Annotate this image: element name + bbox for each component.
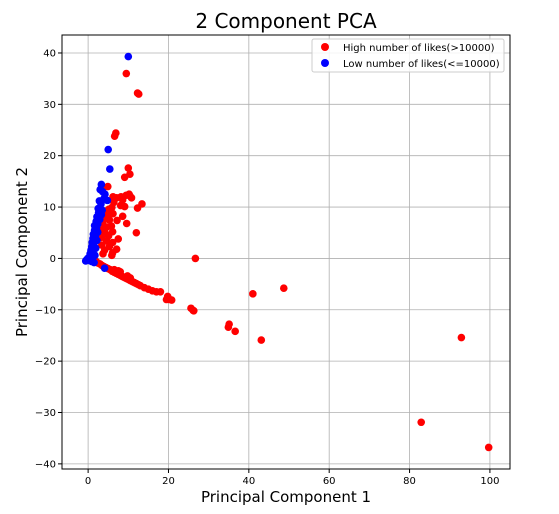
grid-lines	[62, 35, 510, 469]
series-high-likes	[92, 69, 493, 452]
data-point	[106, 165, 114, 173]
data-point	[156, 288, 165, 296]
data-point	[116, 201, 125, 210]
y-axis-ticks: −40 −30 −20 −10 0 10 20 30 40	[35, 48, 62, 470]
data-point	[162, 295, 171, 304]
data-point	[112, 129, 120, 137]
data-point	[191, 254, 200, 263]
data-point	[124, 164, 133, 172]
data-point	[122, 69, 131, 78]
x-tick-label: 60	[323, 476, 336, 487]
data-point	[133, 204, 142, 212]
data-point	[116, 267, 125, 276]
data-point	[109, 192, 117, 201]
x-tick-label: 0	[85, 476, 91, 487]
plot-frame	[61, 34, 511, 470]
scatter-points	[81, 52, 493, 452]
legend: High number of likes(>10000) Low number …	[311, 38, 505, 73]
data-point	[231, 327, 239, 336]
data-point	[104, 145, 113, 154]
y-tick-label: 0	[50, 254, 56, 265]
data-point	[99, 249, 107, 258]
data-point	[134, 90, 143, 98]
data-point	[120, 173, 129, 182]
data-point	[457, 333, 466, 342]
data-point	[124, 52, 133, 61]
data-point	[132, 228, 141, 237]
y-tick-label: 10	[43, 203, 56, 214]
legend-label-low: Low number of likes(<=10000)	[343, 59, 500, 70]
data-point	[126, 274, 135, 282]
data-point	[279, 284, 288, 293]
y-tick-label: −30	[35, 408, 56, 419]
x-tick-label: 80	[403, 476, 416, 487]
data-point	[122, 219, 131, 228]
y-tick-label: 20	[43, 151, 56, 162]
legend-marker-high	[321, 43, 329, 51]
legend-marker-low	[321, 59, 329, 67]
data-point	[114, 235, 123, 243]
chart-title: 2 Component PCA	[195, 9, 377, 33]
data-point	[113, 216, 121, 225]
data-point	[81, 257, 90, 265]
y-tick-label: 30	[43, 100, 56, 111]
x-tick-label: 20	[162, 476, 175, 487]
data-point	[257, 336, 266, 344]
data-point	[118, 212, 127, 221]
series-low-likes	[81, 52, 133, 272]
x-axis-label: Principal Component 1	[201, 488, 371, 506]
data-point	[107, 222, 116, 230]
x-tick-label: 40	[242, 476, 255, 487]
x-axis-ticks: 0 20 40 60 80 100	[85, 469, 499, 487]
y-tick-label: −20	[35, 357, 56, 368]
y-tick-label: −40	[35, 459, 56, 470]
data-point	[484, 443, 493, 452]
data-point	[109, 209, 117, 218]
data-point	[90, 258, 98, 267]
legend-label-high: High number of likes(>10000)	[343, 43, 495, 54]
y-tick-label: 40	[43, 48, 56, 59]
data-point	[249, 290, 257, 298]
x-tick-label: 100	[480, 476, 499, 487]
legend-box	[311, 38, 505, 73]
data-point	[417, 418, 426, 427]
data-point	[100, 264, 109, 272]
y-axis-label: Principal Component 2	[13, 167, 31, 337]
data-point	[108, 251, 116, 260]
y-tick-label: −10	[35, 305, 56, 316]
data-point	[103, 196, 112, 205]
data-point	[189, 307, 198, 315]
data-point	[224, 323, 233, 332]
